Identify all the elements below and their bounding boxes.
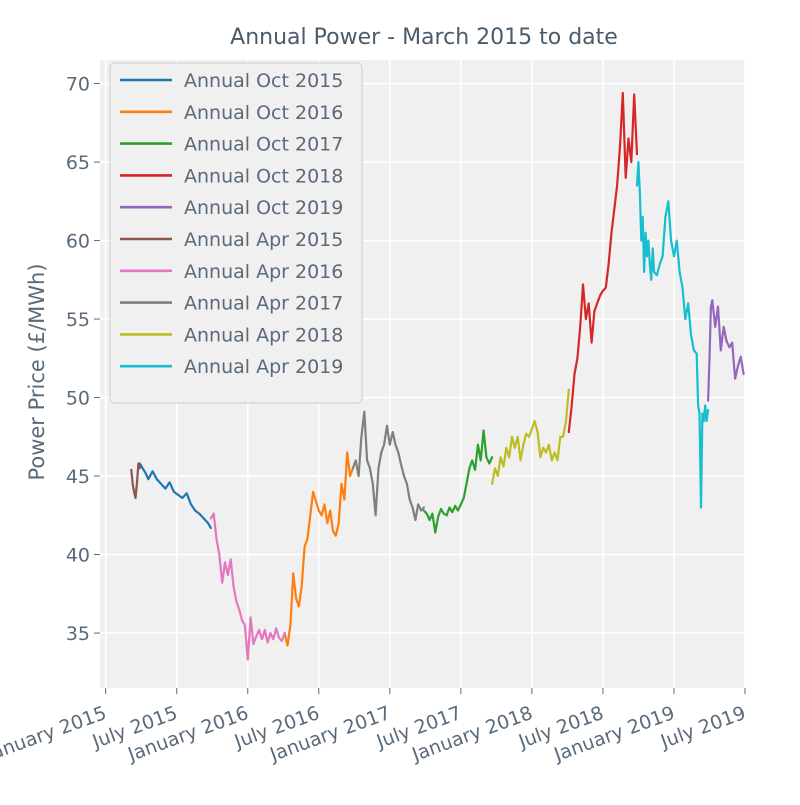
series-line-annual-apr-2017 — [351, 410, 425, 522]
legend-label: Annual Apr 2017 — [184, 293, 343, 315]
y-tick-label: 40 — [66, 545, 90, 567]
series-line-annual-oct-2015 — [138, 462, 212, 530]
series-line-annual-apr-2018 — [491, 388, 570, 485]
series-line-annual-oct-2017 — [422, 429, 494, 534]
y-tick-label: 70 — [66, 74, 90, 96]
y-tick-label: 45 — [66, 466, 90, 488]
legend-label: Annual Oct 2017 — [184, 134, 343, 156]
legend-label: Annual Oct 2016 — [184, 102, 343, 124]
legend-label: Annual Apr 2018 — [184, 324, 343, 346]
y-tick-label: 50 — [66, 388, 90, 410]
legend-label: Annual Apr 2019 — [184, 356, 343, 378]
legend: Annual Oct 2015 Annual Oct 2016 Annual Oct… — [109, 62, 363, 404]
legend-label: Annual Oct 2019 — [184, 197, 343, 219]
y-tick-label: 60 — [66, 231, 90, 253]
legend-box — [109, 62, 363, 404]
legend-label: Annual Apr 2015 — [184, 229, 343, 251]
series-line-annual-apr-2016 — [209, 512, 286, 661]
y-tick-label: 55 — [66, 309, 90, 331]
chart-title: Annual Power - March 2015 to date — [230, 25, 618, 50]
series-line-annual-oct-2016 — [283, 451, 354, 647]
legend-label: Annual Oct 2018 — [184, 165, 343, 187]
series-line-annual-apr-2015 — [130, 462, 141, 500]
series-line-annual-apr-2019 — [635, 160, 710, 509]
legend-label: Annual Apr 2016 — [184, 261, 343, 283]
y-axis-label: Power Price (£/MWh) — [25, 263, 49, 480]
legend-label: Annual Oct 2015 — [184, 70, 343, 92]
series-line-annual-oct-2019 — [706, 299, 745, 402]
y-tick-label: 35 — [66, 623, 90, 645]
series-line-annual-oct-2018 — [567, 91, 639, 434]
series-lines — [130, 91, 745, 661]
y-tick-label: 65 — [66, 152, 90, 174]
